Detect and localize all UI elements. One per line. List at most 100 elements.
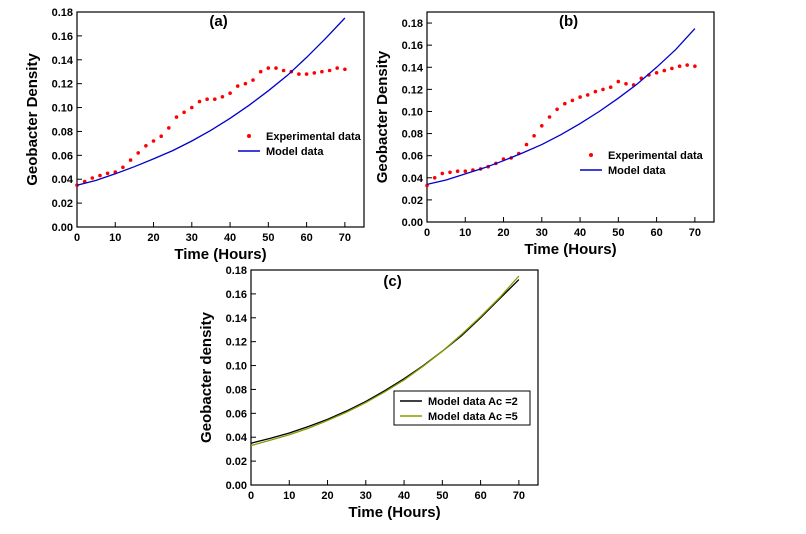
data-point: [251, 78, 255, 82]
data-point: [121, 165, 125, 170]
data-point: [524, 142, 529, 147]
data-point: [624, 82, 628, 86]
data-point: [258, 69, 263, 74]
data-point: [608, 85, 613, 89]
data-point: [205, 97, 209, 101]
data-point: [555, 107, 559, 112]
data-point: [151, 139, 156, 143]
data-point: [585, 93, 590, 97]
data-point: [662, 68, 667, 73]
y-tick-label: 0.08: [226, 384, 247, 396]
series-line-0: [250, 279, 520, 444]
y-tick-label: 0.04: [52, 174, 74, 186]
y-tick-label: 0.14: [402, 62, 424, 74]
y-tick-label: 0.02: [226, 456, 247, 468]
plot-frame: [426, 11, 715, 223]
data-point: [128, 158, 133, 162]
data-point: [281, 68, 286, 73]
y-tick-label: 0.04: [226, 432, 248, 444]
x-tick-label: 60: [650, 227, 662, 239]
data-point: [235, 84, 240, 88]
legend-label: Model data Ac =2: [428, 396, 518, 408]
y-tick-label: 0.06: [52, 150, 73, 162]
data-point: [167, 126, 171, 130]
legend-swatch-point: [247, 134, 251, 138]
plot-frame: [250, 269, 539, 486]
data-point: [540, 124, 544, 128]
y-tick-label: 0.00: [402, 217, 423, 229]
data-point: [98, 173, 102, 178]
x-tick-label: 50: [612, 227, 624, 239]
x-tick-label: 20: [321, 490, 333, 502]
y-tick-label: 0.10: [402, 106, 423, 118]
x-tick-label: 20: [497, 227, 509, 239]
y-tick-label: 0.00: [226, 480, 247, 492]
x-tick-label: 30: [360, 490, 372, 502]
x-tick-label: 50: [262, 232, 274, 244]
data-point: [578, 95, 582, 99]
data-point: [335, 66, 340, 70]
series-line-1: [250, 275, 520, 447]
x-axis-title: Time (Hours): [174, 246, 266, 263]
legend-box: [393, 390, 531, 426]
data-point: [463, 169, 468, 173]
data-point: [570, 98, 575, 103]
data-point: [197, 99, 202, 104]
x-tick-label: 70: [339, 232, 351, 244]
data-point: [455, 169, 460, 173]
data-point: [563, 101, 567, 106]
x-axis-title: Time (Hours): [348, 504, 440, 521]
data-point: [228, 91, 232, 95]
legend-swatch-point: [589, 153, 593, 157]
data-point: [440, 171, 445, 176]
panel-label: (b): [559, 13, 578, 30]
data-point: [159, 134, 163, 138]
x-axis-title: Time (Hours): [524, 241, 616, 258]
plot-frame: [76, 11, 365, 228]
y-axis-title: Geobacter Density: [374, 50, 391, 183]
data-point: [320, 69, 324, 74]
data-point: [693, 64, 697, 68]
data-point: [182, 110, 186, 115]
data-point: [547, 115, 552, 119]
legend-label: Model data: [608, 165, 666, 177]
legend-label: Experimental data: [266, 131, 362, 143]
y-tick-label: 0.02: [402, 195, 423, 207]
x-tick-label: 10: [459, 227, 471, 239]
panel-label: (c): [383, 273, 401, 290]
y-tick-label: 0.18: [402, 18, 423, 30]
data-point: [677, 64, 682, 68]
chart-panel-2: 0.00 0.02 0.04 0.06 0.08 0.10 0.12 0.14 0.16 0.18…: [198, 265, 539, 521]
data-point: [670, 66, 674, 71]
data-point: [432, 176, 437, 180]
y-tick-label: 0.12: [402, 84, 423, 96]
y-tick-label: 0.18: [226, 265, 247, 277]
data-point: [601, 87, 605, 92]
data-point: [532, 134, 536, 138]
x-tick-label: 20: [147, 232, 159, 244]
series-line-1: [76, 17, 346, 186]
data-point: [190, 105, 194, 110]
x-tick-label: 70: [513, 490, 525, 502]
y-tick-label: 0.08: [402, 129, 423, 141]
y-tick-label: 0.04: [402, 173, 424, 185]
chart-panel-1: 0.00 0.02 0.04 0.06 0.08 0.10 0.12 0.14 0.16 0.18…: [374, 11, 715, 258]
legend-label: Experimental data: [608, 150, 704, 162]
y-tick-label: 0.16: [226, 289, 247, 301]
x-tick-label: 0: [424, 227, 430, 239]
y-tick-label: 0.06: [402, 151, 423, 163]
y-tick-label: 0.00: [52, 222, 73, 234]
y-axis-title: Geobacter Density: [24, 53, 41, 186]
data-point: [343, 67, 347, 72]
x-tick-label: 40: [398, 490, 410, 502]
chart-panel-0: 0.00 0.02 0.04 0.06 0.08 0.10 0.12 0.14 0.16 0.18…: [24, 7, 365, 263]
data-point: [593, 89, 598, 94]
x-tick-label: 50: [436, 490, 448, 502]
legend: Model data Ac =2 Model data Ac =5: [393, 390, 531, 426]
panel-label: (a): [209, 13, 227, 30]
legend: Experimental data Model data: [574, 145, 704, 179]
data-point: [616, 79, 621, 84]
legend-box: [574, 145, 700, 179]
x-tick-label: 0: [248, 490, 254, 502]
y-tick-label: 0.18: [52, 7, 73, 19]
